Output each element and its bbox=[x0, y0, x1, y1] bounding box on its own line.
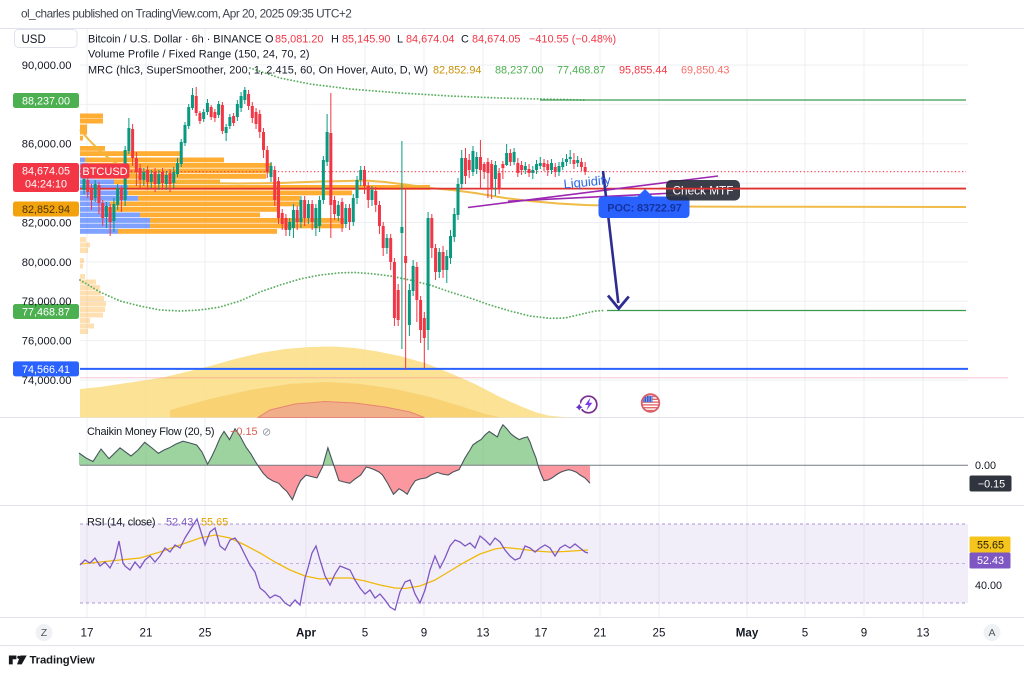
svg-text:Chaikin Money Flow (20, 5): Chaikin Money Flow (20, 5) bbox=[87, 426, 214, 438]
svg-text:A: A bbox=[988, 627, 995, 639]
svg-text:85,081.20: 85,081.20 bbox=[275, 34, 323, 46]
svg-text:88,237.00: 88,237.00 bbox=[22, 95, 70, 107]
svg-text:0.00: 0.00 bbox=[975, 460, 996, 472]
svg-text:13: 13 bbox=[477, 627, 490, 640]
svg-text:69,850.43: 69,850.43 bbox=[681, 65, 729, 77]
svg-text:84,674.04: 84,674.04 bbox=[406, 34, 454, 46]
svg-text:21: 21 bbox=[140, 627, 153, 640]
svg-text:90,000.00: 90,000.00 bbox=[22, 60, 72, 72]
svg-text:21: 21 bbox=[594, 627, 607, 640]
svg-text:MRC (hlc3, SuperSmoother, 200,: MRC (hlc3, SuperSmoother, 200, 1, 2.415,… bbox=[88, 65, 428, 77]
svg-text:25: 25 bbox=[653, 627, 666, 640]
svg-text:−0.15: −0.15 bbox=[230, 426, 258, 438]
svg-text:−410.55 (−0.48%): −410.55 (−0.48%) bbox=[529, 34, 616, 46]
svg-text:55.65: 55.65 bbox=[977, 540, 1004, 552]
svg-text:25: 25 bbox=[199, 627, 212, 640]
svg-text:74,000.00: 74,000.00 bbox=[22, 375, 72, 387]
svg-text:74,566.41: 74,566.41 bbox=[22, 364, 70, 376]
svg-text:Check MTF: Check MTF bbox=[673, 183, 734, 197]
svg-text:78,000.00: 78,000.00 bbox=[22, 296, 72, 308]
svg-text:77,468.87: 77,468.87 bbox=[22, 306, 70, 318]
svg-text:May: May bbox=[736, 627, 759, 640]
svg-text:88,237.00: 88,237.00 bbox=[495, 65, 543, 77]
svg-text:−0.15: −0.15 bbox=[978, 478, 1005, 490]
svg-text:L: L bbox=[397, 34, 403, 46]
svg-text:ol_charles published on Tradin: ol_charles published on TradingView.com,… bbox=[21, 7, 351, 21]
svg-text:9: 9 bbox=[421, 627, 427, 640]
svg-text:17: 17 bbox=[535, 627, 548, 640]
svg-text:76,000.00: 76,000.00 bbox=[22, 336, 72, 348]
svg-text:84,674.05: 84,674.05 bbox=[472, 34, 520, 46]
svg-text:13: 13 bbox=[917, 627, 930, 640]
svg-text:5: 5 bbox=[802, 627, 808, 640]
svg-text:85,145.90: 85,145.90 bbox=[342, 34, 390, 46]
svg-text:77,468.87: 77,468.87 bbox=[557, 65, 605, 77]
svg-text:Bitcoin / U.S. Dollar · 6h · B: Bitcoin / U.S. Dollar · 6h · BINANCE bbox=[88, 34, 262, 46]
svg-text:H: H bbox=[331, 34, 339, 46]
svg-text:O: O bbox=[265, 34, 273, 46]
svg-text:82,852.94: 82,852.94 bbox=[433, 65, 481, 77]
svg-text:95,855.44: 95,855.44 bbox=[619, 65, 667, 77]
svg-text:USD: USD bbox=[22, 34, 46, 46]
svg-text:RSI (14, close): RSI (14, close) bbox=[87, 517, 155, 529]
svg-text:17: 17 bbox=[81, 627, 94, 640]
svg-text:⊘: ⊘ bbox=[262, 427, 271, 439]
svg-text:POC: 83722.97: POC: 83722.97 bbox=[607, 202, 681, 214]
svg-text:55.65: 55.65 bbox=[201, 517, 228, 529]
svg-text:84,674.05: 84,674.05 bbox=[22, 166, 70, 178]
svg-text:40.00: 40.00 bbox=[975, 580, 1002, 592]
svg-text:Liquidity: Liquidity bbox=[563, 172, 612, 192]
svg-text:TradingView: TradingView bbox=[30, 655, 96, 667]
svg-text:BTCUSD: BTCUSD bbox=[82, 166, 127, 178]
svg-text:82,000.00: 82,000.00 bbox=[22, 217, 72, 229]
svg-text:Volume Profile / Fixed Range (: Volume Profile / Fixed Range (150, 24, 7… bbox=[88, 49, 310, 61]
svg-text:82,852.94: 82,852.94 bbox=[22, 204, 70, 216]
svg-text:Z: Z bbox=[41, 627, 48, 639]
svg-text:86,000.00: 86,000.00 bbox=[22, 139, 72, 151]
svg-text:C: C bbox=[461, 34, 469, 46]
svg-text:9: 9 bbox=[861, 627, 867, 640]
svg-text:80,000.00: 80,000.00 bbox=[22, 257, 72, 269]
svg-text:52.43: 52.43 bbox=[977, 555, 1004, 567]
svg-text:04:24:10: 04:24:10 bbox=[25, 179, 67, 191]
svg-text:52.43: 52.43 bbox=[166, 517, 193, 529]
svg-text:5: 5 bbox=[362, 627, 368, 640]
svg-text:Apr: Apr bbox=[296, 627, 316, 640]
